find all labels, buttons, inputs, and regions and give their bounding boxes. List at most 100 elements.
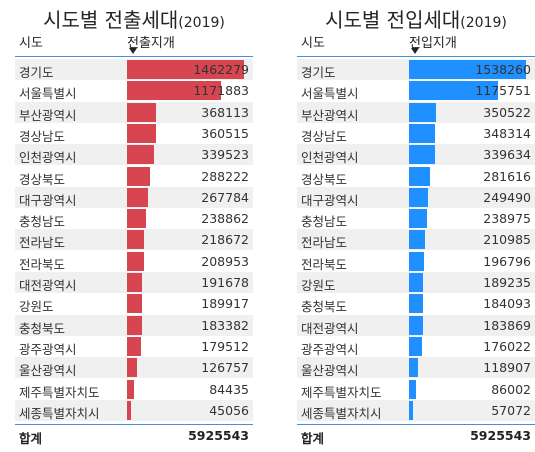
row-value: 339523: [201, 147, 249, 163]
table-row[interactable]: 경상북도 288222: [15, 166, 253, 187]
value-bar: [409, 251, 424, 271]
table-row[interactable]: 서울특별시 1175751: [297, 80, 535, 101]
row-value: 249490: [483, 189, 531, 205]
value-bar: [127, 251, 144, 271]
table-row[interactable]: 부산광역시 350522: [297, 101, 535, 123]
row-value: 126757: [201, 360, 249, 376]
inflow-title-year: (2019): [460, 15, 507, 31]
table-row[interactable]: 전라북도 208953: [15, 251, 253, 272]
row-value: 1538260: [475, 62, 531, 77]
row-value: 1171883: [193, 83, 249, 99]
table-row[interactable]: 인천광역시 339634: [297, 144, 535, 166]
row-value: 350522: [483, 104, 531, 120]
table-row[interactable]: 전라남도 210985: [297, 229, 535, 251]
row-value: 1175751: [475, 83, 531, 99]
value-bar: [409, 123, 436, 143]
inflow-header: 시도 전입지개: [297, 30, 535, 54]
region-name: 대전광역시: [301, 320, 359, 336]
value-bar: [409, 102, 436, 122]
value-bar: [127, 81, 221, 101]
region-name: 부산광역시: [19, 107, 77, 123]
row-value: 208953: [201, 253, 249, 269]
value-bar: [127, 187, 149, 207]
table-row[interactable]: 세종특별자치시 45056: [15, 399, 253, 421]
region-name: 울산광역시: [301, 363, 359, 379]
inflow-col-region-header[interactable]: 시도: [301, 36, 325, 51]
value-bar: [409, 166, 431, 186]
value-bar: [127, 102, 157, 122]
value-bar: [127, 336, 142, 356]
region-name: 충청남도: [19, 214, 66, 230]
row-value: 84435: [209, 381, 249, 397]
table-row[interactable]: 전라남도 218672: [15, 229, 253, 251]
table-row[interactable]: 울산광역시 126757: [15, 357, 253, 379]
row-value: 368113: [201, 104, 249, 120]
outflow-col-value-header[interactable]: 전출지개: [127, 36, 175, 51]
table-row[interactable]: 부산광역시 368113: [15, 101, 253, 123]
value-bar: [127, 379, 134, 399]
region-name: 경기도: [301, 65, 336, 80]
table-row[interactable]: 대전광역시 191678: [15, 272, 253, 293]
row-value: 1462279: [193, 62, 249, 77]
inflow-title: 시도별 전입세대(2019): [297, 4, 535, 33]
sort-desc-icon[interactable]: [129, 48, 137, 54]
outflow-title-text: 시도별 전출세대: [43, 8, 179, 32]
region-name: 경상북도: [301, 171, 348, 187]
table-row[interactable]: 제주특별자치도 86002: [297, 379, 535, 400]
row-value: 118907: [483, 360, 531, 376]
region-name: 대구광역시: [19, 192, 77, 208]
total-divider: [297, 424, 535, 425]
total-label: 합계: [19, 431, 43, 446]
table-row[interactable]: 대전광역시 183869: [297, 314, 535, 336]
table-row[interactable]: 대구광역시 267784: [15, 186, 253, 208]
region-name: 세종특별자치시: [301, 405, 382, 421]
row-value: 179512: [201, 338, 249, 354]
region-name: 전라북도: [301, 256, 348, 272]
region-name: 경상남도: [301, 128, 348, 144]
region-name: 전라북도: [19, 256, 66, 272]
table-row[interactable]: 광주광역시 176022: [297, 336, 535, 357]
table-row[interactable]: 울산광역시 118907: [297, 357, 535, 379]
table-row[interactable]: 경기도 1538260: [297, 59, 535, 80]
table-row[interactable]: 강원도 189235: [297, 272, 535, 293]
outflow-title: 시도별 전출세대(2019): [15, 4, 253, 33]
region-name: 서울특별시: [301, 86, 359, 102]
region-name: 대구광역시: [301, 192, 359, 208]
table-row[interactable]: 충청북도 184093: [297, 293, 535, 314]
row-value: 183869: [483, 317, 531, 333]
table-row[interactable]: 세종특별자치시 57072: [297, 399, 535, 421]
region-name: 충청남도: [301, 214, 348, 230]
outflow-col-region-header[interactable]: 시도: [19, 36, 43, 51]
table-row[interactable]: 서울특별시 1171883: [15, 80, 253, 101]
header-divider: [15, 56, 253, 57]
table-row[interactable]: 경기도 1462279: [15, 59, 253, 80]
table-row[interactable]: 경상북도 281616: [297, 166, 535, 187]
table-row[interactable]: 광주광역시 179512: [15, 336, 253, 357]
value-bar: [127, 400, 131, 420]
row-value: 196796: [483, 253, 531, 269]
row-value: 288222: [201, 168, 249, 184]
inflow-col-value-header[interactable]: 전입지개: [409, 36, 457, 51]
value-bar: [409, 273, 424, 292]
region-name: 광주광역시: [301, 341, 359, 357]
total-value: 5925543: [470, 428, 531, 443]
row-value: 210985: [483, 232, 531, 248]
row-value: 267784: [201, 189, 249, 205]
table-row[interactable]: 제주특별자치도 84435: [15, 379, 253, 400]
table-row[interactable]: 충청남도 238975: [297, 208, 535, 229]
table-row[interactable]: 경상남도 360515: [15, 123, 253, 144]
table-row[interactable]: 대구광역시 249490: [297, 186, 535, 208]
table-row[interactable]: 강원도 189917: [15, 293, 253, 314]
row-value: 238862: [201, 211, 249, 227]
region-name: 인천광역시: [19, 150, 77, 166]
table-row[interactable]: 충청북도 183382: [15, 314, 253, 336]
table-row[interactable]: 충청남도 238862: [15, 208, 253, 229]
value-bar: [127, 123, 156, 143]
table-row[interactable]: 전라북도 196796: [297, 251, 535, 272]
region-name: 전라남도: [301, 235, 348, 251]
total-divider: [15, 424, 253, 425]
table-row[interactable]: 인천광역시 339523: [15, 144, 253, 166]
sort-desc-icon[interactable]: [411, 48, 419, 54]
outflow-table-panel: 시도별 전출세대(2019) 시도 전출지개 경기도 1462279 서울특별시 11…: [15, 0, 253, 452]
table-row[interactable]: 경상남도 348314: [297, 123, 535, 144]
